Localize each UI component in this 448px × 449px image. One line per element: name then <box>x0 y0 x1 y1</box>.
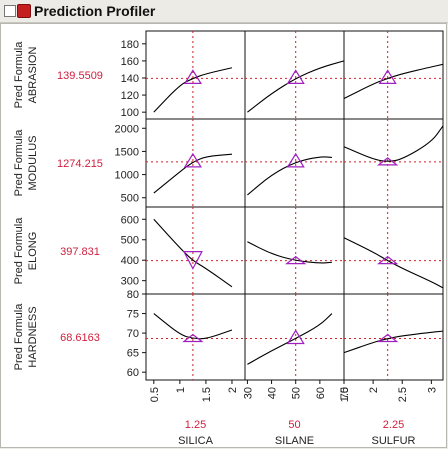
prediction-curve-2-2 <box>343 237 444 289</box>
profile-cell-2-0 <box>145 206 246 296</box>
x-tick-label: 40 <box>267 387 279 399</box>
y-tick-label: 500 <box>121 235 139 247</box>
x-tick-label: 2 <box>368 387 380 393</box>
prediction-curve-2-1 <box>247 241 332 264</box>
y-tick-label: 80 <box>127 289 139 301</box>
current-point-marker[interactable] <box>376 255 399 265</box>
panel-title: Prediction Profiler <box>34 3 156 19</box>
y-tick-label: 500 <box>121 193 139 205</box>
profile-cell-2-2 <box>343 206 444 296</box>
factor-current-value: 50 <box>288 419 300 431</box>
profile-cell-3-1 <box>244 293 345 381</box>
response-label-line1: Pred Formula <box>13 41 25 109</box>
profile-cell-1-0 <box>145 118 246 208</box>
factor-current-value: 2.25 <box>383 419 404 431</box>
y-tick-label: 2000 <box>115 123 139 135</box>
y-tick-label: 75 <box>127 309 139 321</box>
response-name-abrasion: ABRASION <box>27 47 39 104</box>
response-label-line1: Pred Formula <box>13 303 25 371</box>
response-label-line1: Pred Formula <box>13 129 25 197</box>
y-tick-label: 1000 <box>115 170 139 182</box>
current-point-marker[interactable] <box>286 152 305 168</box>
x-tick-label: 1.5 <box>339 387 351 402</box>
current-point-marker[interactable] <box>182 251 203 270</box>
factor-name-silica: SILICA <box>178 435 214 447</box>
response-name-elong: ELONG <box>27 232 39 271</box>
current-point-marker[interactable] <box>286 329 305 345</box>
prediction-curve-2-0 <box>153 218 233 288</box>
response-current-value: 139.5509 <box>57 70 103 82</box>
x-tick-label: 1.5 <box>201 387 213 402</box>
x-tick-label: 2 <box>227 387 239 393</box>
current-point-marker[interactable] <box>376 157 399 166</box>
current-point-marker[interactable] <box>182 333 204 343</box>
prediction-curve-3-0 <box>153 313 233 340</box>
y-tick-label: 300 <box>121 276 139 288</box>
prediction-curve-0-1 <box>247 60 345 113</box>
x-tick-label: 30 <box>242 387 254 399</box>
x-tick-label: 60 <box>315 387 327 399</box>
factor-name-sulfur: SULFUR <box>371 435 415 447</box>
prediction-curve-3-2 <box>343 330 444 354</box>
prediction-curve-0-2 <box>343 63 444 99</box>
x-tick-label: 2.5 <box>397 387 409 402</box>
response-name-modulus: MODULUS <box>27 135 39 190</box>
y-tick-label: 70 <box>127 328 139 340</box>
current-point-marker[interactable] <box>378 69 397 84</box>
y-tick-label: 160 <box>121 56 139 68</box>
x-tick-label: 3 <box>426 387 438 393</box>
prediction-curve-1-1 <box>247 156 332 196</box>
profiler-header: Prediction Profiler <box>0 0 448 23</box>
y-tick-label: 1500 <box>115 146 139 158</box>
current-point-marker[interactable] <box>183 69 202 84</box>
current-point-marker[interactable] <box>284 255 307 265</box>
x-tick-label: 70 <box>339 387 351 399</box>
red-triangle-menu-icon[interactable] <box>17 4 31 18</box>
factor-current-value: 1.25 <box>185 419 206 431</box>
y-tick-label: 100 <box>121 107 139 119</box>
current-point-marker[interactable] <box>376 333 399 343</box>
factor-name-silane: SILANE <box>275 435 314 447</box>
prediction-profiler-chart: Pred Formula ABRASION 139.5509100120140160… <box>13 30 444 447</box>
y-tick-label: 120 <box>121 90 139 102</box>
response-current-value: 397.831 <box>60 246 100 258</box>
response-current-value: 1274.215 <box>57 158 103 170</box>
profile-cell-0-1 <box>244 30 345 120</box>
profile-cell-2-1 <box>244 206 345 296</box>
prediction-curve-1-2 <box>343 125 444 162</box>
response-name-hardness: HARDNESS <box>27 306 39 367</box>
prediction-curve-3-1 <box>247 313 333 365</box>
response-label-line1: Pred Formula <box>13 217 25 285</box>
y-tick-label: 140 <box>121 73 139 85</box>
profile-cell-0-2 <box>343 30 444 120</box>
y-tick-label: 600 <box>121 214 139 226</box>
y-tick-label: 60 <box>127 367 139 379</box>
x-tick-label: 1 <box>175 387 187 393</box>
profiler-panel: Pred Formula ABRASION 139.5509 100 120 140 160… <box>0 23 447 448</box>
x-tick-label: 50 <box>291 387 303 399</box>
current-point-marker[interactable] <box>286 69 305 84</box>
y-tick-label: 180 <box>121 39 139 51</box>
current-point-marker[interactable] <box>183 152 202 168</box>
disclosure-icon[interactable] <box>4 5 16 17</box>
y-tick-label: 65 <box>127 348 139 360</box>
x-tick-label: 0.5 <box>149 387 161 402</box>
y-tick-label: 400 <box>121 255 139 267</box>
response-current-value: 68.6163 <box>60 332 100 344</box>
